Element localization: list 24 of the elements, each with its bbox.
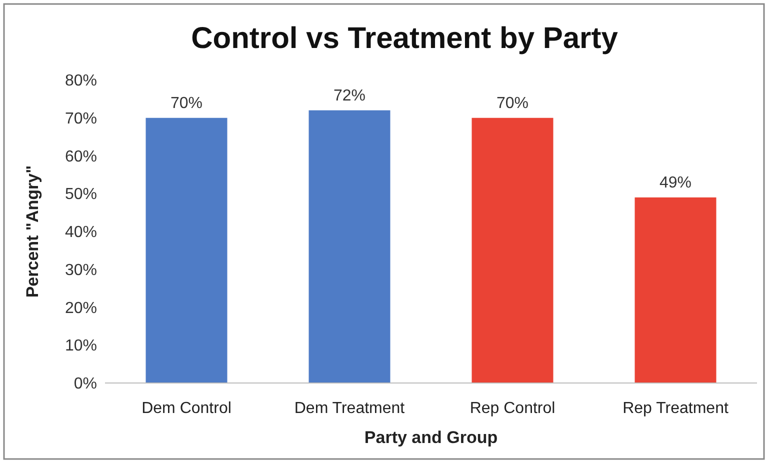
bar	[146, 118, 228, 383]
y-tick-label: 10%	[64, 338, 97, 355]
x-axis-title: Party and Group	[364, 428, 498, 447]
y-tick-label: 70%	[64, 110, 97, 128]
bar	[634, 197, 716, 383]
y-tick-label: 20%	[64, 300, 97, 317]
data-label: 72%	[333, 87, 366, 104]
y-tick-label: 60%	[64, 148, 97, 166]
y-tick-label: 0%	[74, 376, 97, 393]
y-axis-title: Percent "Angry"	[23, 165, 42, 298]
x-tick-label: Rep Control	[470, 400, 556, 417]
y-tick-label: 50%	[64, 186, 97, 204]
chart-title: Control vs Treatment by Party	[191, 22, 618, 55]
y-tick-label: 80%	[64, 72, 97, 90]
x-tick-label: Rep Treatment	[622, 400, 729, 417]
data-label: 70%	[496, 94, 529, 112]
x-tick-label: Dem Control	[142, 400, 232, 417]
bar	[308, 110, 390, 383]
data-label: 70%	[170, 94, 203, 112]
data-label: 49%	[659, 174, 692, 192]
y-tick-label: 30%	[64, 262, 97, 279]
x-tick-label: Dem Treatment	[294, 400, 406, 417]
bar	[472, 118, 554, 383]
y-tick-label: 40%	[64, 224, 97, 242]
